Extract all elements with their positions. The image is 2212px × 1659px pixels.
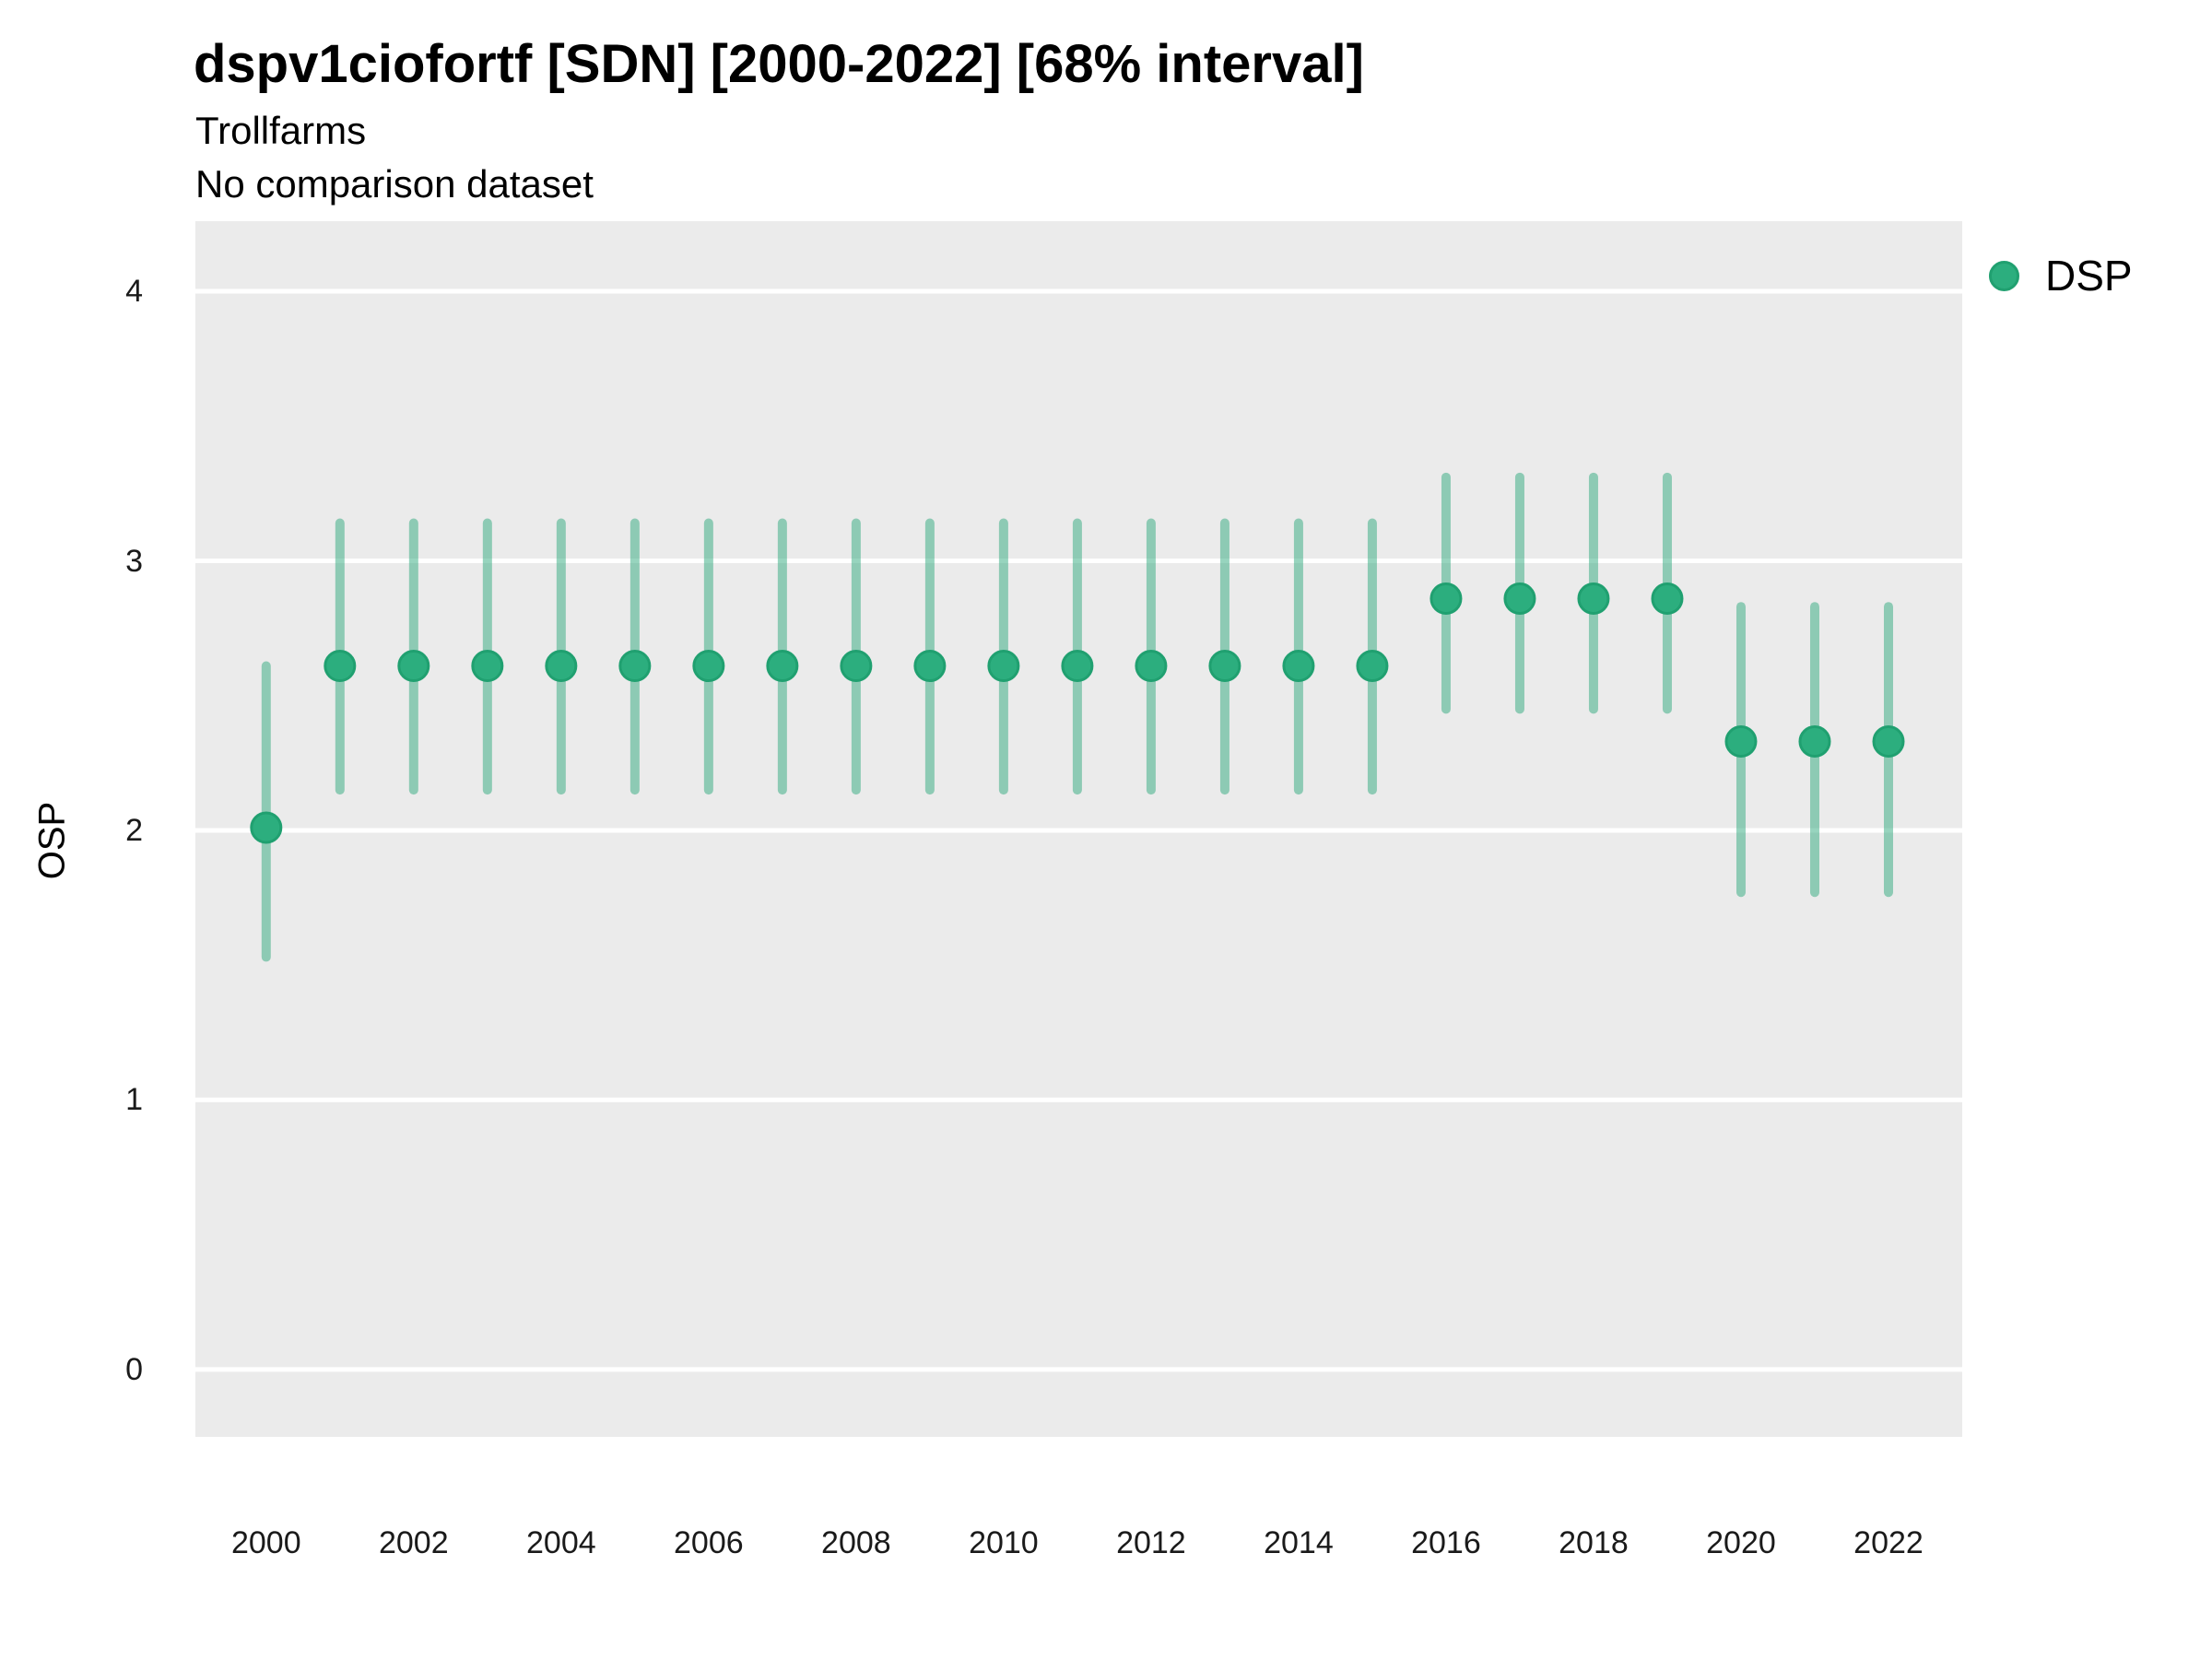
x-tick-label: 2004 — [526, 1525, 596, 1560]
legend-point-icon — [1989, 260, 2019, 291]
x-tick-label: 2012 — [1116, 1525, 1186, 1560]
x-tick-label: 2006 — [674, 1525, 744, 1560]
data-point — [1061, 650, 1094, 683]
data-point — [913, 650, 947, 683]
comparison-note: No comparison dataset — [195, 162, 594, 206]
data-point — [1872, 724, 1905, 758]
data-point — [692, 650, 725, 683]
data-point — [1282, 650, 1315, 683]
plot-panel — [195, 221, 1962, 1437]
x-tick-label: 2014 — [1264, 1525, 1334, 1560]
data-point — [1208, 650, 1241, 683]
chart-title: dspv1ciofortf [SDN] [2000-2022] [68% int… — [194, 34, 1364, 94]
y-tick-label: 4 — [125, 274, 143, 310]
data-point — [250, 811, 283, 844]
data-point — [1356, 650, 1389, 683]
data-point — [1798, 724, 1831, 758]
data-point — [1503, 582, 1536, 615]
x-tick-label: 2020 — [1706, 1525, 1776, 1560]
chart-subtitle: Trollfarms — [195, 109, 367, 152]
x-tick-label: 2016 — [1411, 1525, 1481, 1560]
plot-canvas — [195, 288, 1962, 1372]
y-tick-label: 0 — [125, 1351, 143, 1387]
data-point — [397, 650, 430, 683]
data-point — [1651, 582, 1684, 615]
legend: DSP — [1989, 251, 2133, 300]
data-point — [987, 650, 1020, 683]
y-tick-label: 1 — [125, 1082, 143, 1118]
legend-label: DSP — [2045, 252, 2133, 300]
data-point — [1577, 582, 1610, 615]
x-tick-label: 2000 — [230, 1525, 301, 1560]
y-tick-label: 2 — [125, 812, 143, 848]
data-point — [766, 650, 799, 683]
y-axis-title: OSP — [31, 801, 73, 880]
data-point — [324, 650, 357, 683]
x-tick-label: 2008 — [821, 1525, 891, 1560]
data-point — [840, 650, 873, 683]
data-point — [1724, 724, 1758, 758]
data-point — [471, 650, 504, 683]
data-point — [545, 650, 578, 683]
x-tick-label: 2022 — [1853, 1525, 1924, 1560]
data-point — [1430, 582, 1463, 615]
y-tick-label: 3 — [125, 543, 143, 579]
x-tick-label: 2002 — [378, 1525, 449, 1560]
x-tick-label: 2010 — [969, 1525, 1039, 1560]
data-point — [618, 650, 652, 683]
data-point — [1135, 650, 1168, 683]
x-tick-label: 2018 — [1559, 1525, 1629, 1560]
